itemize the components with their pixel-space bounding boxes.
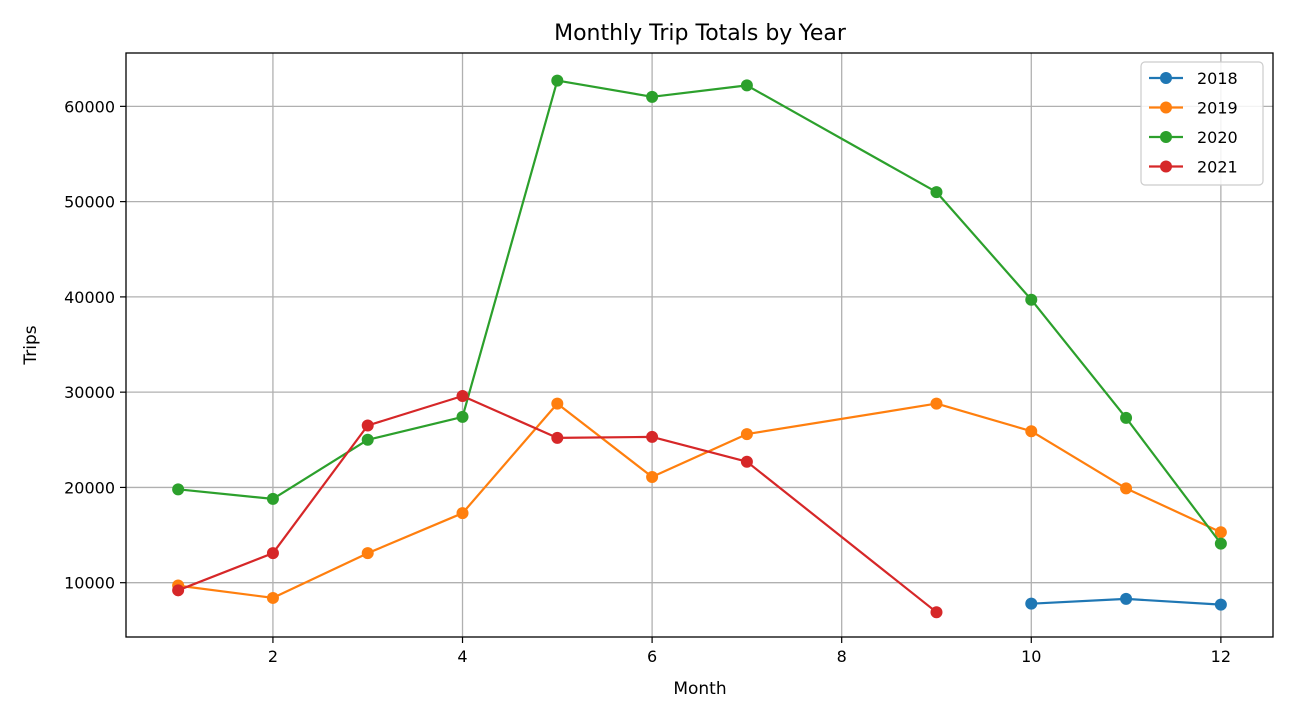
x-tick-label: 6 xyxy=(647,647,657,666)
data-point-2020 xyxy=(1025,293,1038,306)
data-point-2021 xyxy=(930,606,943,619)
y-tick-label: 50000 xyxy=(64,193,115,212)
legend-item-2020: 2020 xyxy=(1149,128,1238,147)
legend-marker xyxy=(1160,131,1172,143)
y-tick-label: 10000 xyxy=(64,574,115,593)
data-point-2021 xyxy=(172,584,185,597)
y-tick-label: 60000 xyxy=(64,97,115,116)
grid-lines xyxy=(126,53,1273,637)
data-point-2019 xyxy=(551,397,564,410)
legend-marker xyxy=(1160,101,1172,114)
legend-box xyxy=(1140,61,1264,186)
data-point-2021 xyxy=(266,547,279,560)
legend-item-2019: 2019 xyxy=(1149,99,1238,118)
data-point-2020 xyxy=(266,492,279,505)
data-point-2019 xyxy=(361,547,374,560)
x-tick-label: 8 xyxy=(837,647,847,666)
x-tick-label: 12 xyxy=(1211,647,1231,666)
data-point-2019 xyxy=(646,470,659,483)
chart-title: Monthly Trip Totals by Year xyxy=(554,21,847,46)
data-point-2019 xyxy=(266,591,279,604)
data-point-2020 xyxy=(1214,537,1227,550)
data-point-2020 xyxy=(646,90,659,103)
legend-item-2021: 2021 xyxy=(1149,158,1238,177)
data-point-2021 xyxy=(740,455,753,468)
data-point-2020 xyxy=(551,74,564,87)
x-tick-label: 2 xyxy=(268,647,278,666)
data-point-2019 xyxy=(1120,482,1133,495)
data-point-2020 xyxy=(740,79,753,92)
legend-label: 2021 xyxy=(1197,158,1238,177)
series-2019 xyxy=(172,397,1227,604)
series-2018 xyxy=(1025,592,1227,611)
y-tick-label: 40000 xyxy=(64,288,115,307)
data-point-2019 xyxy=(930,397,943,410)
data-point-2020 xyxy=(361,433,374,446)
data-point-2020 xyxy=(456,410,469,423)
data-point-2019 xyxy=(456,507,469,520)
data-point-2019 xyxy=(1214,526,1227,539)
data-point-2021 xyxy=(646,430,659,443)
x-tick-label: 4 xyxy=(457,647,467,666)
plot-frame xyxy=(125,52,1274,638)
axis-ticks: 2 4 6 8 10 12 10000 20000 30000 40000 50000 60000 xyxy=(64,97,1231,666)
data-point-2018 xyxy=(1025,597,1038,610)
legend-item-2018: 2018 xyxy=(1149,69,1238,88)
y-tick-label: 30000 xyxy=(64,383,115,402)
y-axis-label: Trips xyxy=(21,325,41,365)
data-point-2019 xyxy=(740,428,753,441)
series-layer xyxy=(172,74,1227,619)
legend-marker xyxy=(1160,72,1172,84)
x-tick-label: 10 xyxy=(1021,647,1041,666)
x-axis-label: Month xyxy=(673,679,726,699)
data-point-2018 xyxy=(1120,592,1133,605)
series-2021 xyxy=(172,389,943,619)
data-point-2019 xyxy=(1025,425,1038,438)
series-line-2021 xyxy=(177,394,938,614)
data-point-2018 xyxy=(1214,598,1227,611)
data-point-2021 xyxy=(551,431,564,444)
legend-label: 2018 xyxy=(1197,69,1238,88)
data-point-2020 xyxy=(930,186,943,199)
y-tick-label: 20000 xyxy=(64,478,115,497)
data-point-2021 xyxy=(361,419,374,432)
data-point-2020 xyxy=(1120,411,1133,424)
legend-label: 2019 xyxy=(1197,99,1238,118)
data-point-2021 xyxy=(456,389,469,402)
legend-label: 2020 xyxy=(1197,128,1238,147)
legend: 2018 2019 2020 2021 xyxy=(1140,61,1264,186)
legend-marker xyxy=(1160,160,1172,173)
series-line-2020 xyxy=(177,79,1222,545)
series-line-2019 xyxy=(177,402,1222,600)
series-2020 xyxy=(172,74,1227,550)
data-point-2020 xyxy=(172,483,185,496)
